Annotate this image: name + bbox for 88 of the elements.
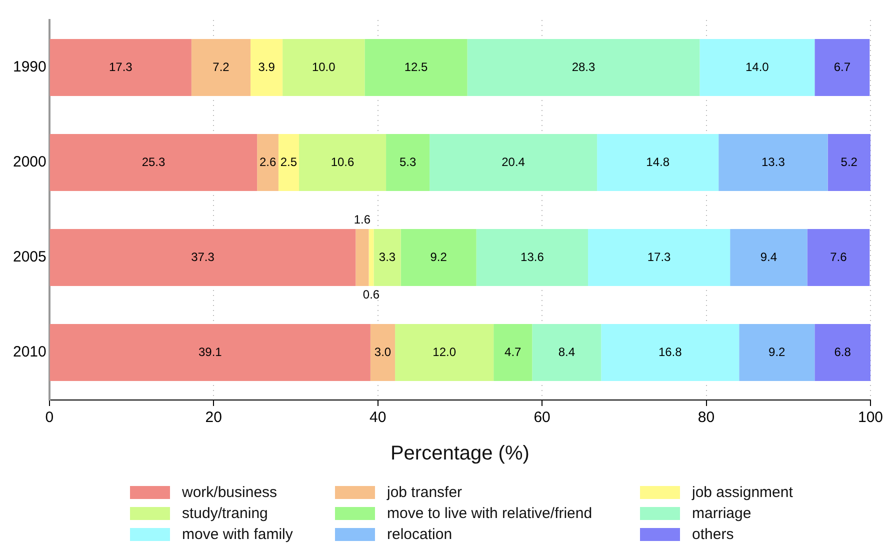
data-label: 3.9 — [258, 60, 276, 74]
y-tick-label: 2000 — [12, 154, 46, 171]
data-label: 12.0 — [432, 344, 456, 359]
data-label: 7.2 — [212, 60, 230, 74]
bar — [50, 324, 370, 381]
bar — [588, 229, 730, 286]
bar — [298, 134, 386, 191]
legend-label: work/business — [182, 484, 278, 501]
data-label: 4.7 — [504, 344, 522, 359]
x-tick-label: 0 — [45, 409, 54, 426]
data-label: 13.6 — [520, 250, 544, 264]
data-label: 37.3 — [191, 250, 215, 264]
data-label: 10.6 — [330, 154, 355, 169]
bar — [814, 324, 870, 381]
bar — [400, 229, 476, 286]
legend-label: study/traning — [182, 505, 268, 522]
data-label: 9.2 — [430, 250, 448, 264]
legend-label: relocation — [387, 526, 452, 543]
data-label: 39.1 — [198, 344, 222, 359]
data-label: 1.6 — [354, 212, 371, 226]
bar — [730, 229, 808, 286]
legend-label: move with family — [182, 526, 293, 543]
y-tick-label: 2010 — [12, 344, 46, 361]
data-label: 7.6 — [830, 250, 848, 264]
data-label: 20.4 — [502, 154, 526, 169]
data-label: 2.5 — [280, 154, 298, 169]
data-label: 5.3 — [399, 154, 416, 169]
data-label: 16.8 — [658, 344, 682, 359]
bar — [374, 229, 401, 286]
legend-label: move to live with relative/friend — [387, 505, 592, 522]
y-tick-label: 1990 — [12, 58, 46, 76]
data-label: 17.3 — [108, 60, 133, 74]
bar — [700, 39, 815, 96]
bar — [386, 134, 430, 191]
x-tick-label: 80 — [698, 409, 715, 426]
data-label: 28.3 — [572, 60, 596, 74]
x-tick-label: 100 — [858, 409, 883, 426]
data-label: 2.6 — [259, 154, 276, 169]
bar — [364, 39, 468, 96]
data-label: 6.8 — [834, 344, 852, 359]
y-tick-label: 2005 — [12, 248, 46, 266]
bar — [257, 134, 278, 191]
data-label: 25.3 — [142, 154, 166, 169]
bar — [807, 229, 870, 286]
data-label: 9.2 — [768, 344, 786, 359]
data-label: 8.4 — [558, 344, 576, 359]
data-label: 14.8 — [646, 154, 670, 169]
bar — [282, 39, 365, 96]
x-tick-label: 20 — [205, 409, 222, 426]
bar — [739, 324, 815, 381]
bar — [50, 39, 192, 96]
data-label: 6.7 — [834, 60, 851, 74]
bar — [50, 134, 258, 191]
legend-label: job transfer — [387, 484, 462, 501]
data-label: 0.6 — [362, 287, 380, 302]
legend-label: job assignment — [692, 484, 793, 501]
bar — [828, 134, 870, 191]
data-label: 3.0 — [374, 344, 392, 359]
bar — [532, 324, 602, 381]
bar — [368, 229, 374, 286]
bar — [430, 134, 598, 191]
bar — [597, 134, 719, 191]
x-axis-title: Percentage (%) — [390, 442, 530, 465]
bar — [191, 39, 251, 96]
bar — [467, 39, 700, 96]
bar — [494, 324, 532, 381]
data-label: 5.2 — [840, 154, 858, 169]
x-tick-label: 40 — [369, 409, 386, 426]
bar — [476, 229, 588, 286]
data-label: 14.0 — [745, 60, 770, 74]
data-label: 13.3 — [762, 154, 786, 169]
data-label: 9.4 — [760, 250, 778, 264]
bar — [250, 39, 283, 96]
data-label: 12.5 — [404, 60, 428, 74]
bar — [395, 324, 494, 381]
legend-label: marriage — [692, 505, 752, 522]
legend-label: others — [692, 526, 734, 543]
bar — [50, 229, 356, 286]
data-label: 10.0 — [312, 60, 336, 74]
bar — [278, 134, 299, 191]
bar — [601, 324, 740, 381]
bar — [370, 324, 396, 381]
data-label: 3.3 — [378, 250, 396, 264]
x-tick-label: 60 — [534, 409, 550, 426]
bar — [718, 134, 828, 191]
data-label: 17.3 — [647, 250, 672, 264]
bar — [356, 229, 369, 286]
bar — [814, 39, 870, 96]
